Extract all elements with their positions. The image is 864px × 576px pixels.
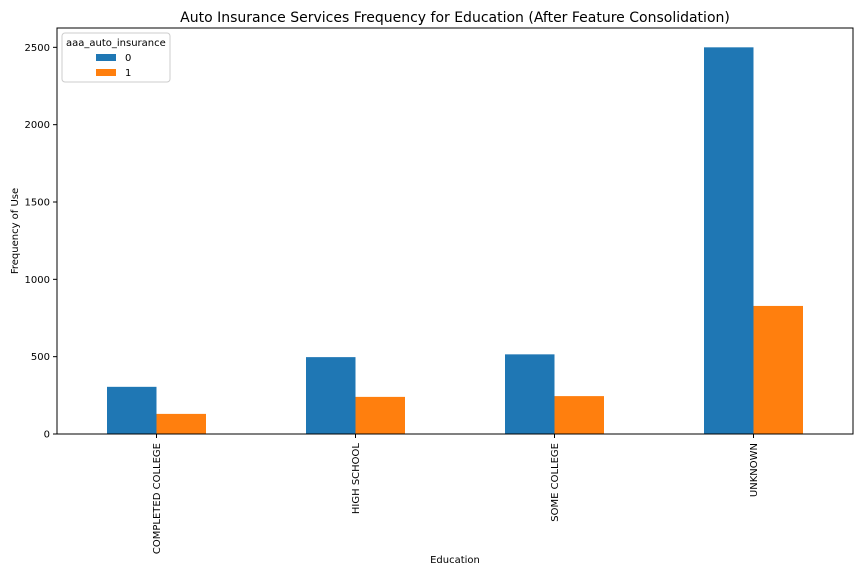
x-axis-label: Education (430, 555, 480, 566)
legend-swatch-series-1 (96, 69, 116, 76)
y-tick-label: 2500 (25, 43, 50, 54)
bar-high-school-series-0 (306, 357, 356, 434)
x-tick-label: UNKNOWN (749, 443, 760, 497)
legend-swatch-series-0 (96, 54, 116, 61)
bar-some-college-series-1 (554, 396, 604, 434)
plot-frame (56, 27, 854, 435)
y-tick-label: 500 (31, 352, 50, 363)
plot-area (107, 47, 803, 434)
y-axis-label: Frequency of Use (10, 188, 21, 274)
bar-completed-college-series-0 (107, 386, 157, 434)
legend-label-series-1: 1 (125, 68, 131, 79)
x-tick-label: HIGH SCHOOL (351, 443, 362, 515)
y-tick-label: 1000 (25, 275, 50, 286)
bar-completed-college-series-1 (156, 413, 206, 434)
x-axis: COMPLETED COLLEGE HIGH SCHOOL SOME COLLEGE… (152, 434, 760, 554)
y-tick-label: 1500 (25, 198, 50, 209)
y-tick-label: 0 (44, 430, 50, 441)
bar-unknown-series-1 (753, 305, 803, 434)
x-tick-label: COMPLETED COLLEGE (152, 443, 163, 554)
legend-label-series-0: 0 (125, 53, 131, 64)
legend-title: aaa_auto_insurance (66, 38, 166, 49)
y-axis: 0 500 1000 1500 2000 2500 (25, 43, 57, 441)
x-tick-label: SOME COLLEGE (550, 443, 561, 522)
bar-high-school-series-1 (355, 396, 405, 434)
bar-some-college-series-0 (505, 354, 555, 434)
y-tick-label: 2000 (25, 120, 50, 131)
legend: aaa_auto_insurance 0 1 (61, 32, 171, 83)
bar-unknown-series-0 (704, 47, 754, 434)
chart-title: Auto Insurance Services Frequency for Ed… (180, 10, 730, 26)
